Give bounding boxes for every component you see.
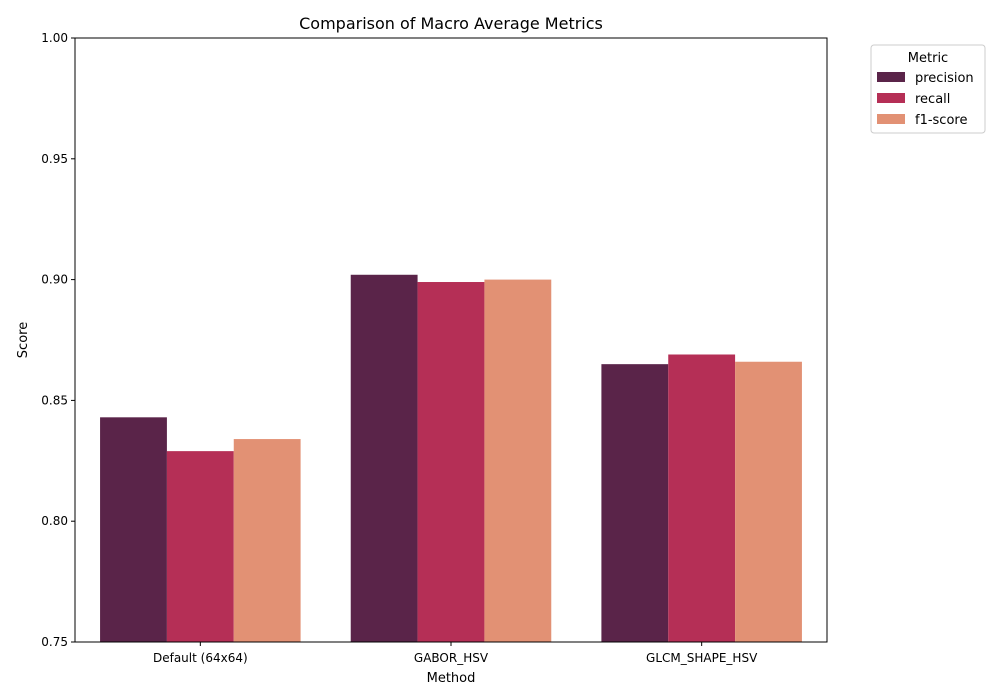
legend-title: Metric	[908, 51, 948, 66]
bar-f1-score-2	[484, 279, 552, 642]
legend-label-f1-score: f1-score	[915, 113, 967, 128]
y-tick-label: 0.80	[41, 514, 68, 528]
y-tick-label: 0.75	[41, 635, 68, 649]
bar-precision-1	[100, 417, 167, 642]
legend-swatch-f1-score	[877, 114, 905, 124]
bar-f1-score-1	[233, 439, 301, 642]
bar-recall-1	[166, 451, 234, 642]
legend-frame	[870, 44, 986, 134]
x-tick-label: Default (64x64)	[153, 651, 248, 665]
y-axis-label: Score	[16, 322, 31, 358]
x-axis-label: Method	[427, 671, 476, 686]
bar-precision-2	[350, 274, 418, 642]
bars	[100, 274, 802, 642]
bar-recall-2	[417, 282, 485, 642]
legend-swatch-precision	[877, 72, 905, 82]
x-axis: Default (64x64) GABOR_HSV GLCM_SHAPE_HSV	[153, 642, 758, 665]
chart-title: Comparison of Macro Average Metrics	[299, 14, 603, 33]
y-tick-label: 1.00	[41, 31, 68, 45]
bar-precision-3	[601, 364, 669, 642]
legend: Metric precision recall f1-score	[870, 44, 986, 134]
legend-label-precision: precision	[915, 71, 974, 86]
legend-label-recall: recall	[915, 92, 950, 107]
x-tick-label: GLCM_SHAPE_HSV	[646, 651, 758, 665]
y-tick-label: 0.85	[41, 393, 68, 407]
bar-recall-3	[668, 354, 736, 642]
y-tick-label: 0.90	[41, 273, 68, 287]
bar-f1-score-3	[735, 361, 802, 642]
x-tick-label: GABOR_HSV	[414, 651, 489, 665]
y-axis: 0.75 0.80 0.85 0.90 0.95 1.00	[41, 31, 75, 649]
y-tick-label: 0.95	[41, 152, 68, 166]
legend-swatch-recall	[877, 93, 905, 103]
